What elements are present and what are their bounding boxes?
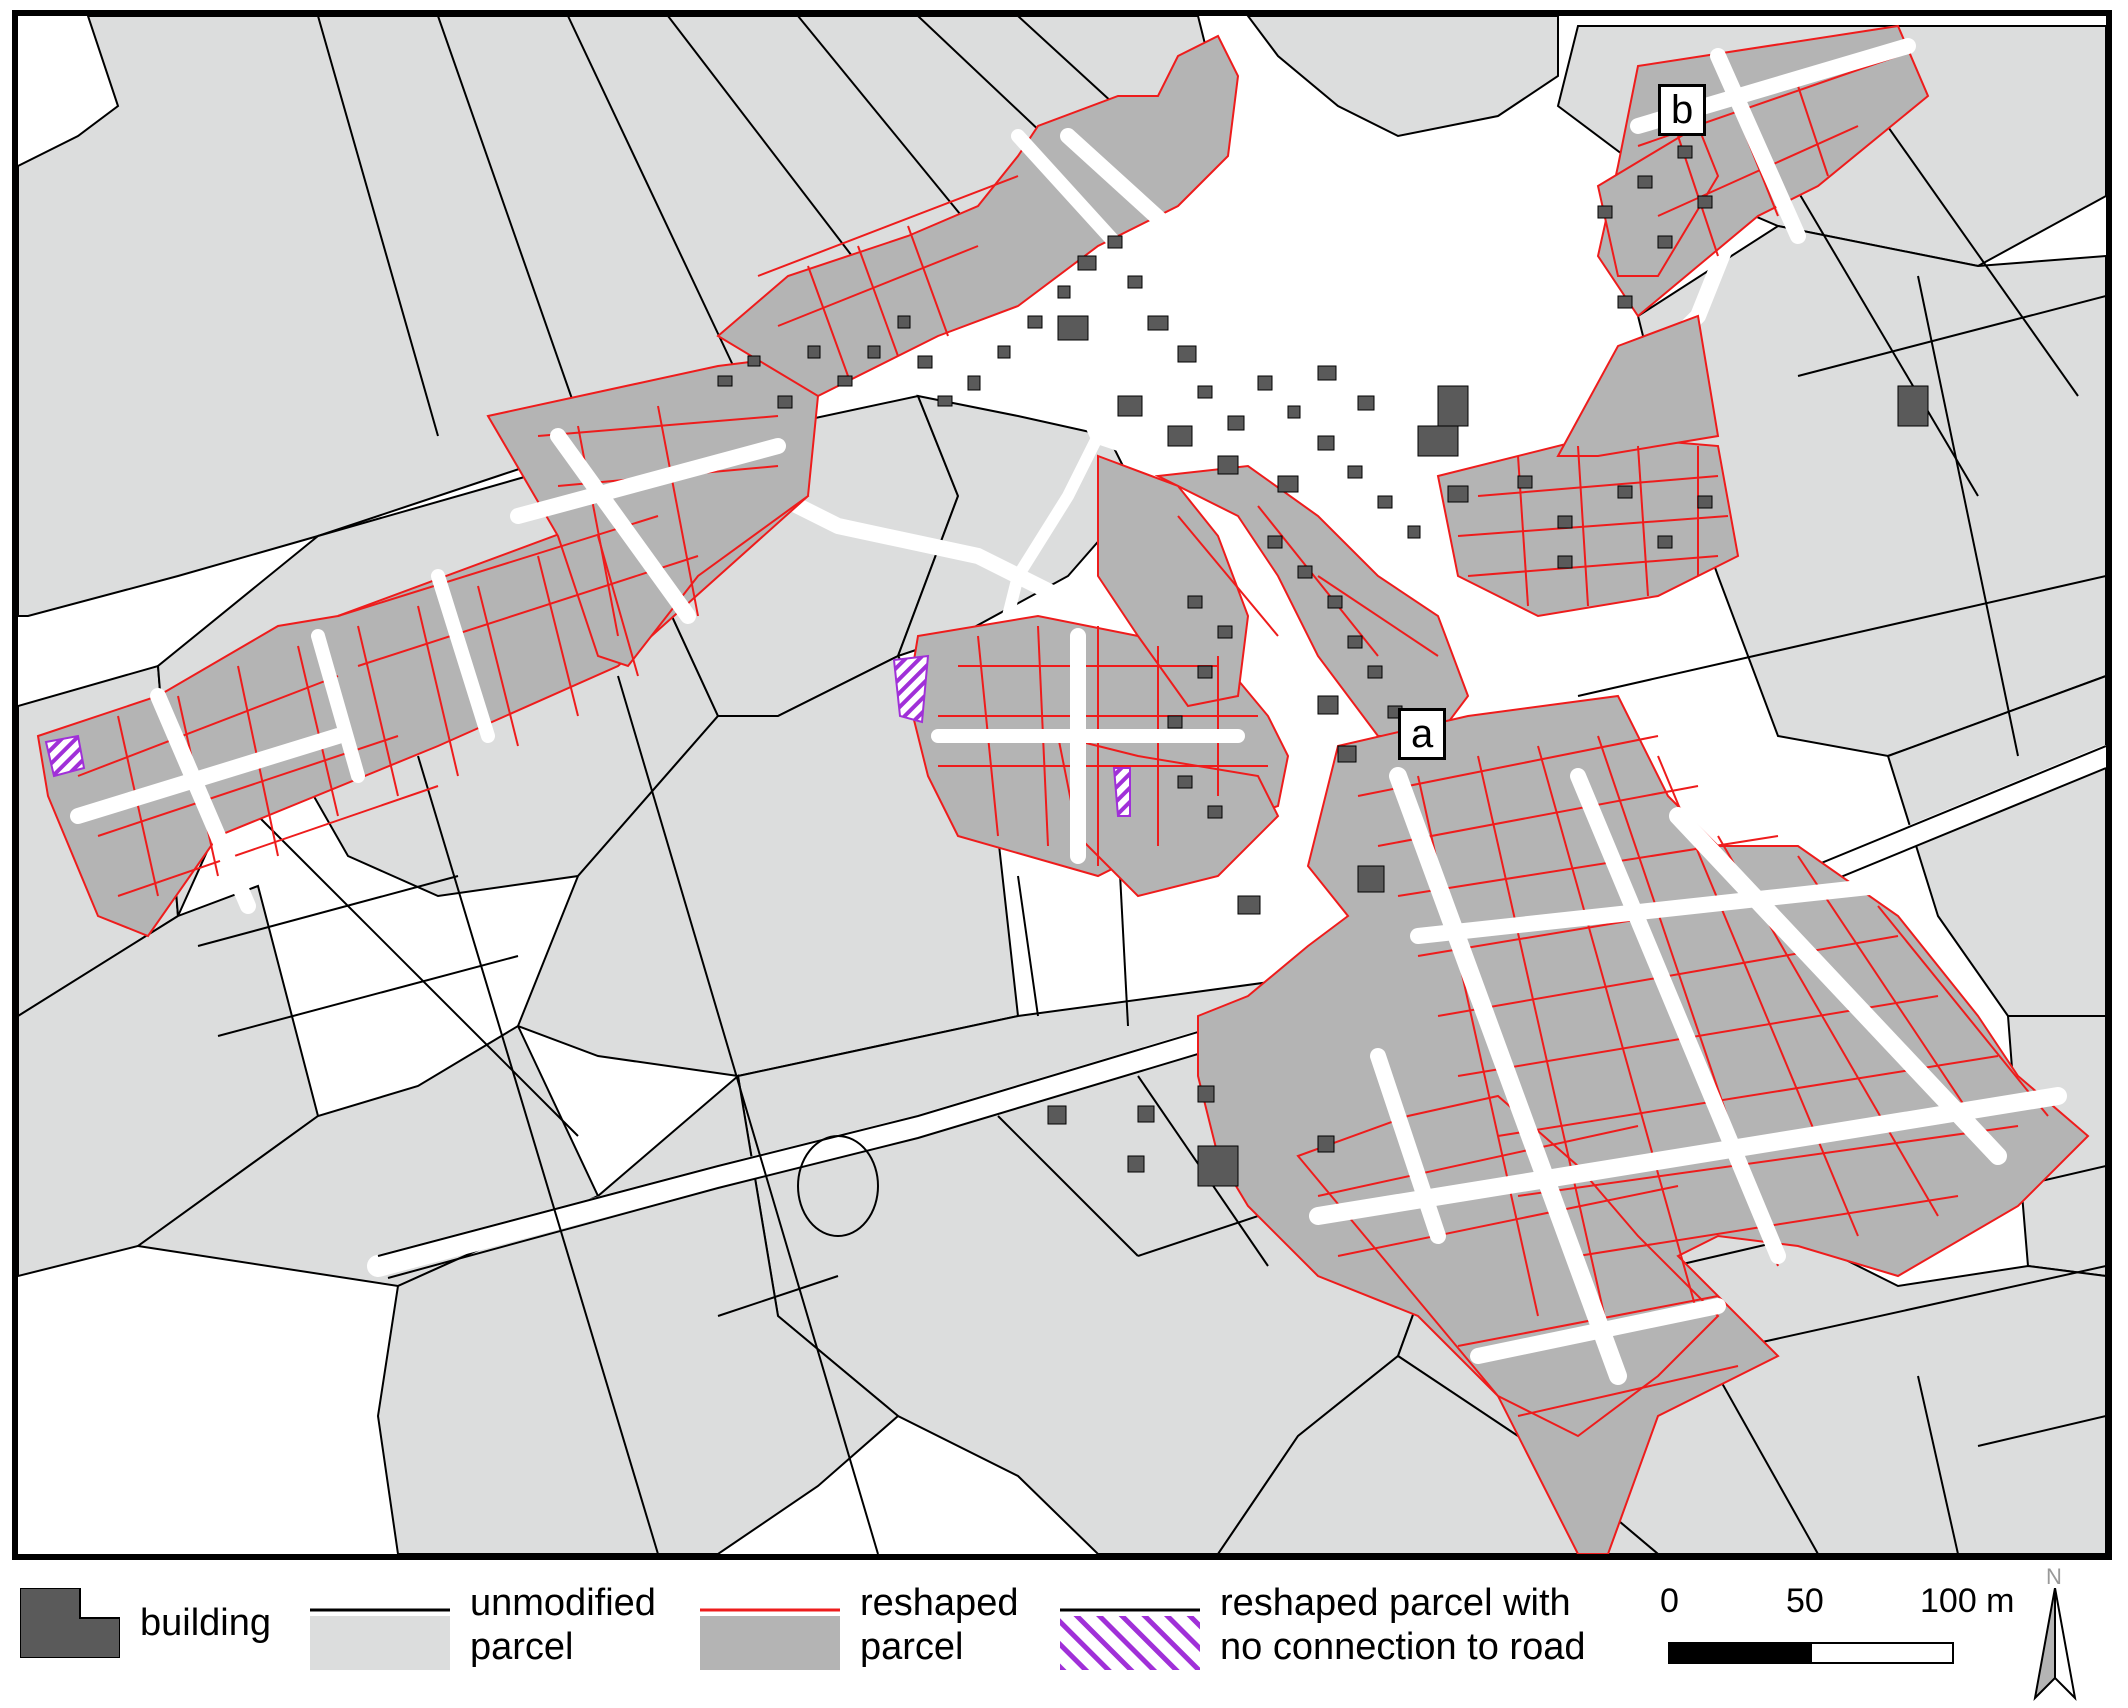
scale-tick-0: 0	[1660, 1582, 1679, 1620]
legend-no-road-line1: reshaped parcel with	[1220, 1582, 1571, 1624]
scale-bar-white	[1810, 1642, 1954, 1664]
unmodified-parcels	[18, 16, 2106, 1554]
legend: building unmodified parcel reshaped parc…	[0, 1560, 2128, 1706]
unmodified-swatch	[310, 1608, 450, 1670]
scale-bar: 0 50 100 m	[1660, 1580, 2040, 1690]
no-road-swatch	[1060, 1608, 1200, 1670]
building-swatch	[20, 1588, 120, 1658]
scale-tick-100: 100 m	[1920, 1582, 2015, 1620]
legend-reshaped: reshaped parcel	[700, 1580, 1018, 1670]
legend-reshaped-line1: reshaped	[860, 1582, 1019, 1624]
north-arrow-icon	[2033, 1588, 2077, 1701]
legend-reshaped-line2: parcel	[860, 1626, 964, 1668]
legend-building: building	[20, 1588, 271, 1658]
legend-unmodified-line1: unmodified	[470, 1582, 656, 1624]
scale-tick-50: 50	[1786, 1582, 1824, 1620]
map-canvas[interactable]	[18, 16, 2106, 1554]
north-letter: N	[2046, 1564, 2062, 1589]
new-roads	[70, 38, 2067, 1385]
legend-no-road-line2: no connection to road	[1220, 1626, 1586, 1668]
map-label-a: a	[1398, 708, 1447, 760]
legend-unmodified-line2: parcel	[470, 1626, 574, 1668]
legend-building-label: building	[140, 1602, 271, 1644]
scale-bar-black	[1668, 1642, 1812, 1664]
legend-unmodified: unmodified parcel	[310, 1580, 656, 1670]
map-frame: a b	[12, 10, 2112, 1560]
reshaped-swatch	[700, 1608, 840, 1670]
legend-no-road: reshaped parcel with no connection to ro…	[1060, 1580, 1586, 1670]
no-road-parcels	[44, 654, 1131, 817]
map-label-b: b	[1658, 84, 1707, 136]
buildings	[717, 145, 1929, 1187]
north-arrow: N	[2030, 1564, 2080, 1704]
